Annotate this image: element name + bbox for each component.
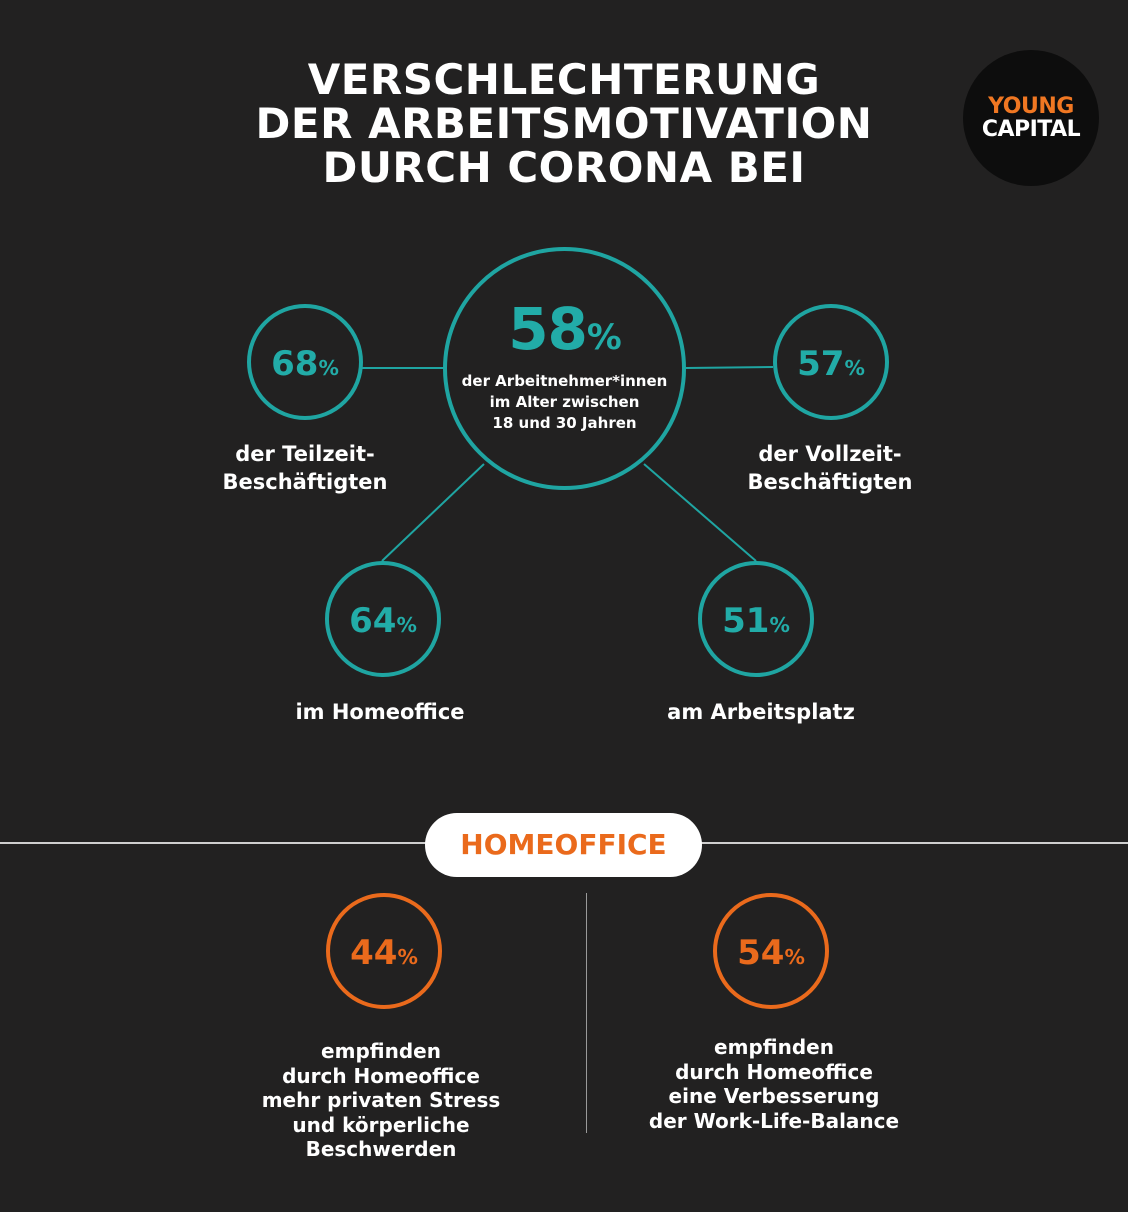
- percent-sign: %: [586, 318, 622, 358]
- title-line-2: DER ARBEITSMOTIVATION: [255, 99, 873, 148]
- balance-line-3: eine Verbesserung: [668, 1084, 880, 1108]
- balance-stat-circle: 54%: [713, 893, 829, 1009]
- percent-sign: %: [844, 356, 865, 380]
- vollzeit-percentage: 57%: [777, 344, 885, 384]
- stress-line-4: und körperliche: [292, 1112, 470, 1137]
- title-line-1: VERSCHLECHTERUNG: [307, 55, 821, 104]
- arbeitsplatz-value: 51: [722, 601, 770, 641]
- logo-text-young: YOUNG: [988, 94, 1074, 119]
- vollzeit-label: der Vollzeit- Beschäftigten: [720, 440, 940, 496]
- percent-sign: %: [397, 945, 418, 969]
- stress-line-3: mehr privaten Stress: [261, 1088, 501, 1112]
- center-description: der Arbeitnehmer*innen im Alter zwischen…: [447, 371, 682, 434]
- center-desc-line-2: im Alter zwischen: [489, 393, 640, 411]
- column-divider: [586, 893, 587, 1133]
- center-desc-line-3: 18 und 30 Jahren: [492, 414, 637, 432]
- logo-text-capital: CAPITAL: [981, 117, 1081, 142]
- stress-value: 44: [350, 933, 398, 973]
- arbeitsplatz-percentage: 51%: [702, 601, 810, 641]
- vollzeit-label-line-2: Beschäftigten: [747, 470, 913, 494]
- teilzeit-stat-circle: 68%: [247, 304, 363, 420]
- teilzeit-label: der Teilzeit- Beschäftigten: [195, 440, 415, 496]
- youngcapital-logo: YOUNG CAPITAL: [963, 50, 1099, 186]
- connector-homeoffice: [381, 463, 485, 562]
- center-desc-line-1: der Arbeitnehmer*innen: [461, 372, 668, 390]
- homeoffice-label: im Homeoffice: [295, 700, 465, 724]
- balance-line-2: durch Homeoffice: [675, 1059, 873, 1084]
- stress-percentage: 44%: [330, 933, 438, 973]
- percent-sign: %: [396, 613, 417, 637]
- center-percentage: 58%: [447, 295, 682, 363]
- center-value: 58: [508, 295, 588, 363]
- vollzeit-value: 57: [797, 344, 845, 384]
- percent-sign: %: [318, 356, 339, 380]
- center-stat-circle: 58% der Arbeitnehmer*innen im Alter zwis…: [443, 247, 686, 490]
- percent-sign: %: [784, 945, 805, 969]
- connector-vollzeit: [685, 366, 774, 369]
- balance-value: 54: [737, 933, 785, 973]
- arbeitsplatz-stat-circle: 51%: [698, 561, 814, 677]
- homeoffice-section-badge: HOMEOFFICE: [425, 813, 702, 877]
- stress-description: empfinden durch Homeoffice mehr privaten…: [241, 1039, 521, 1162]
- vollzeit-stat-circle: 57%: [773, 304, 889, 420]
- arbeitsplatz-label: am Arbeitsplatz: [667, 700, 855, 724]
- homeoffice-value: 64: [349, 601, 397, 641]
- stress-line-1: empfinden: [321, 1039, 441, 1063]
- infographic-title: VERSCHLECHTERUNG DER ARBEITSMOTIVATION D…: [0, 58, 1128, 190]
- teilzeit-percentage: 68%: [251, 344, 359, 384]
- balance-percentage: 54%: [717, 933, 825, 973]
- title-line-3: DURCH CORONA BEI: [322, 143, 806, 192]
- teilzeit-value: 68: [271, 344, 319, 384]
- teilzeit-label-line-2: Beschäftigten: [222, 470, 388, 494]
- homeoffice-percentage: 64%: [329, 601, 437, 641]
- stress-line-2: durch Homeoffice: [282, 1063, 480, 1088]
- percent-sign: %: [769, 613, 790, 637]
- balance-line-4: der Work-Life-Balance: [648, 1108, 900, 1133]
- stress-stat-circle: 44%: [326, 893, 442, 1009]
- teilzeit-label-line-1: der Teilzeit-: [235, 442, 375, 466]
- homeoffice-stat-circle: 64%: [325, 561, 441, 677]
- balance-description: empfinden durch Homeoffice eine Verbesse…: [624, 1035, 924, 1133]
- stress-line-5: Beschwerden: [305, 1137, 457, 1161]
- vollzeit-label-line-1: der Vollzeit-: [758, 442, 902, 466]
- connector-arbeitsplatz: [643, 463, 757, 562]
- balance-line-1: empfinden: [714, 1035, 834, 1059]
